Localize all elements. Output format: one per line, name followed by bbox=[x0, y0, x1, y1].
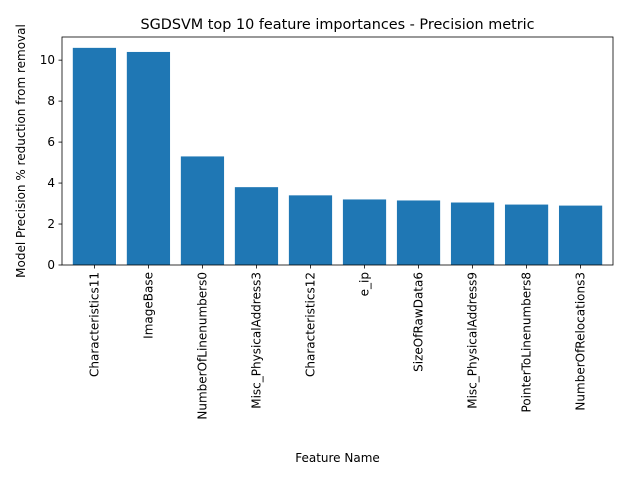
x-tick-label: NumberOfRelocations3 bbox=[574, 272, 588, 411]
y-tick-label: 8 bbox=[47, 94, 55, 108]
y-tick-label: 6 bbox=[47, 135, 55, 149]
chart-title: SGDSVM top 10 feature importances - Prec… bbox=[140, 17, 534, 33]
x-tick-label: Misc_PhysicalAddress3 bbox=[249, 272, 263, 409]
plot-frame bbox=[61, 36, 614, 266]
bar bbox=[126, 51, 171, 265]
bar bbox=[72, 47, 117, 265]
x-tick-label: SizeOfRawData6 bbox=[412, 272, 426, 372]
x-tick-label: Characteristics12 bbox=[303, 272, 317, 377]
x-tick-label: PointerToLinenumbers8 bbox=[520, 272, 534, 412]
x-axis-label: Feature Name bbox=[295, 451, 380, 465]
x-tick-label: Characteristics11 bbox=[87, 272, 101, 377]
x-axis-ticks: Characteristics11 ImageBase NumberOfLinenu… bbox=[87, 265, 588, 420]
y-axis-label: Model Precision % reduction from removal bbox=[14, 24, 28, 278]
bar bbox=[288, 195, 333, 265]
bar bbox=[504, 204, 549, 265]
y-tick-label: 0 bbox=[47, 258, 55, 272]
x-tick-label: NumberOfLinenumbers0 bbox=[195, 272, 209, 420]
bar bbox=[450, 202, 495, 265]
x-tick-label: Misc_PhysicalAddress9 bbox=[466, 272, 480, 409]
y-tick-label: 4 bbox=[47, 176, 55, 190]
x-tick-label: ImageBase bbox=[141, 272, 155, 339]
bar bbox=[558, 205, 603, 265]
bar bbox=[180, 156, 225, 265]
y-tick-label: 2 bbox=[47, 217, 55, 231]
bar bbox=[396, 200, 441, 265]
y-tick-label: 10 bbox=[40, 53, 55, 67]
bar bbox=[342, 199, 387, 265]
bars-group bbox=[72, 47, 603, 265]
bar bbox=[234, 187, 279, 265]
x-tick-label: e_ip bbox=[358, 272, 372, 296]
y-axis-ticks: 0 2 4 6 8 10 bbox=[40, 53, 62, 272]
